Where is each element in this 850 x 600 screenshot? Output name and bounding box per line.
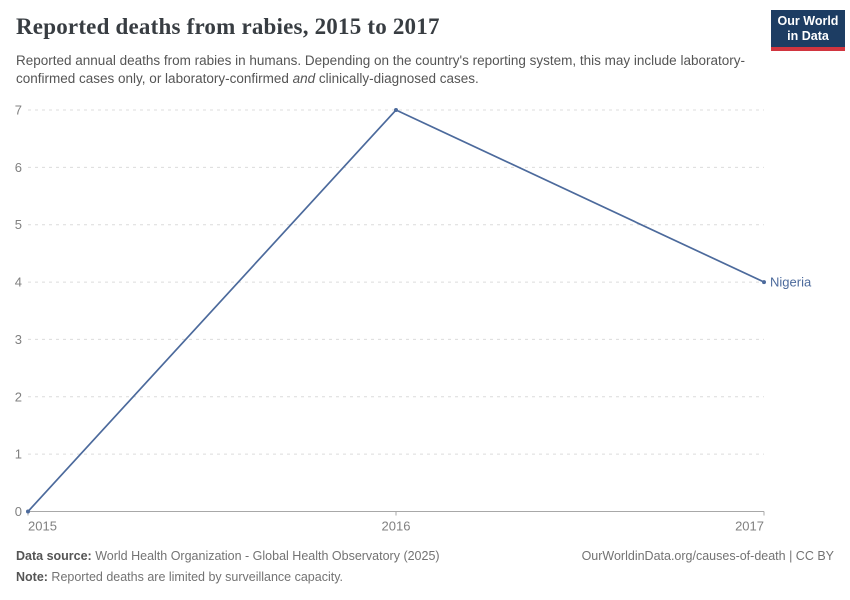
- y-tick-label: 5: [15, 217, 22, 232]
- x-tick-label: 2016: [382, 519, 411, 534]
- x-tick-label: 2017: [735, 519, 764, 534]
- y-tick-label: 4: [15, 275, 22, 290]
- note-line: Note: Reported deaths are limited by sur…: [16, 567, 440, 588]
- data-point[interactable]: [26, 509, 30, 514]
- y-tick-label: 3: [15, 332, 22, 347]
- y-tick-label: 2: [15, 389, 22, 404]
- subtitle-text-2: clinically-diagnosed cases.: [315, 71, 479, 86]
- footer-source-note: Data source: World Health Organization -…: [16, 546, 440, 588]
- data-point[interactable]: [762, 280, 766, 285]
- owid-logo-line2: in Data: [787, 29, 829, 43]
- note-text: Reported deaths are limited by surveilla…: [47, 570, 344, 584]
- chart-plot-area: 0 1 2 3 4 5 6 7 2015 2016 2017 Nigeria: [0, 95, 850, 540]
- chart-subtitle: Reported annual deaths from rabies in hu…: [16, 52, 748, 88]
- y-tick-label: 0: [15, 504, 22, 519]
- y-tick-label: 7: [15, 103, 22, 118]
- series-line-nigeria[interactable]: [27, 108, 765, 513]
- data-source-text: World Health Organization - Global Healt…: [91, 549, 440, 563]
- owid-logo-line1: Our World: [777, 14, 839, 28]
- x-tick-label: 2015: [28, 519, 57, 534]
- subtitle-italic-word: and: [292, 71, 316, 86]
- data-source-line: Data source: World Health Organization -…: [16, 546, 440, 567]
- subtitle-text-1: Reported annual deaths from rabies in hu…: [16, 53, 745, 86]
- owid-logo: Our World in Data: [771, 10, 845, 51]
- page-title: Reported deaths from rabies, 2015 to 201…: [16, 14, 440, 39]
- note-label: Note:: [16, 570, 48, 584]
- chart-footer: Data source: World Health Organization -…: [16, 546, 834, 588]
- y-tick-label: 1: [15, 447, 22, 462]
- data-point[interactable]: [394, 108, 398, 112]
- data-source-label: Data source:: [16, 549, 92, 563]
- y-tick-label: 6: [15, 160, 22, 175]
- line-chart: 0 1 2 3 4 5 6 7 2015 2016 2017 Nigeria: [15, 103, 812, 534]
- series-label-nigeria[interactable]: Nigeria: [770, 275, 812, 290]
- attribution-link[interactable]: OurWorldinData.org/causes-of-death | CC …: [581, 549, 834, 563]
